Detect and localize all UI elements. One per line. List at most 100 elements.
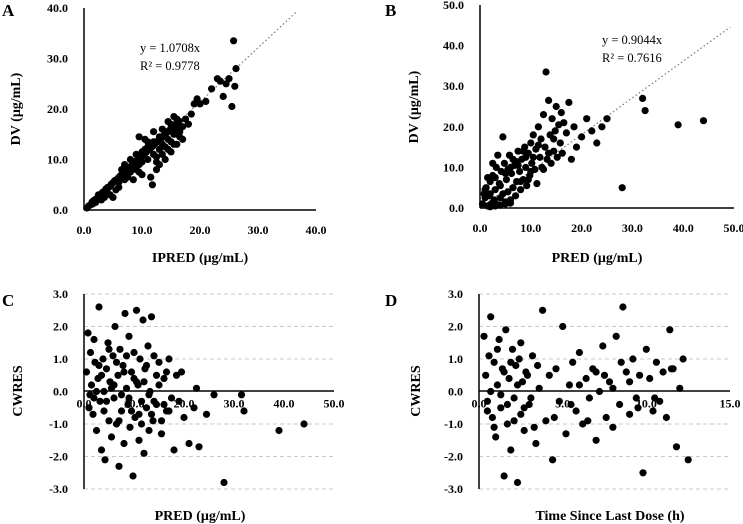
- x-tick-label-c: 30.0: [224, 397, 245, 411]
- data-point: [502, 326, 510, 334]
- data-point: [575, 381, 584, 389]
- data-point: [136, 355, 144, 363]
- x-tick-label-d: 0.0: [472, 397, 487, 411]
- data-point: [603, 115, 611, 123]
- data-point: [632, 394, 640, 402]
- panel-b: B y = 0.9044x R² = 0.7616 PRED (μg/mL) D…: [385, 1, 734, 266]
- data-point: [157, 430, 166, 438]
- data-point: [137, 397, 146, 405]
- y-tick-label-c: -1.0: [49, 417, 68, 431]
- data-point: [496, 182, 504, 190]
- data-point: [132, 150, 140, 158]
- data-point: [565, 98, 573, 106]
- data-point: [550, 135, 558, 143]
- data-point: [672, 443, 681, 451]
- data-point: [522, 153, 530, 161]
- data-point: [135, 436, 143, 444]
- ylabel-c: CWRES: [11, 365, 26, 417]
- data-point: [220, 478, 228, 487]
- data-point: [175, 397, 183, 405]
- data-point: [519, 147, 527, 155]
- data-point: [511, 192, 520, 200]
- x-tick-label-c: 10.0: [124, 397, 145, 411]
- data-point: [523, 371, 532, 379]
- data-point: [208, 85, 216, 93]
- data-point: [138, 158, 146, 166]
- data-point: [102, 365, 111, 373]
- data-point: [161, 128, 169, 136]
- data-point: [140, 449, 148, 457]
- data-point: [520, 426, 528, 435]
- data-point: [173, 123, 181, 131]
- data-point: [107, 433, 116, 441]
- data-point: [150, 128, 158, 136]
- data-point: [598, 123, 606, 131]
- data-point: [527, 394, 535, 402]
- data-point: [570, 123, 578, 131]
- x-tick-label-a: 20.0: [190, 223, 211, 237]
- data-point: [177, 368, 186, 376]
- data-point: [184, 120, 192, 128]
- data-point: [187, 110, 195, 118]
- data-point: [127, 407, 136, 415]
- data-point: [609, 384, 617, 392]
- data-point: [674, 121, 682, 129]
- data-point: [545, 371, 553, 379]
- data-point: [228, 102, 236, 111]
- data-point: [94, 191, 103, 199]
- data-point: [541, 143, 549, 151]
- data-point: [493, 381, 501, 389]
- data-point: [639, 469, 647, 477]
- data-point: [529, 153, 537, 161]
- data-point: [507, 446, 515, 454]
- data-point: [150, 352, 158, 360]
- y-tick-label-c: 3.0: [53, 287, 68, 301]
- data-point: [539, 165, 548, 173]
- data-point: [125, 394, 133, 402]
- data-point: [152, 371, 161, 379]
- data-point: [138, 148, 146, 156]
- data-point: [569, 358, 577, 366]
- data-point: [130, 348, 138, 357]
- data-point: [497, 391, 505, 399]
- y-tick-label-c: 0.0: [53, 385, 68, 399]
- data-point: [230, 37, 238, 45]
- data-point: [480, 332, 488, 340]
- data-point: [89, 200, 97, 208]
- data-point: [592, 368, 600, 376]
- data-point: [500, 472, 508, 480]
- data-point: [190, 404, 198, 412]
- data-point: [150, 138, 158, 146]
- data-point: [493, 345, 501, 353]
- data-point: [494, 151, 502, 159]
- y-tick-label-d: -1.0: [444, 417, 463, 431]
- data-point: [503, 400, 511, 409]
- data-point: [517, 186, 525, 194]
- data-point: [536, 153, 544, 161]
- y-tick-label-d: -3.0: [444, 482, 463, 496]
- data-point: [162, 368, 171, 376]
- data-point: [124, 400, 132, 409]
- data-point: [489, 159, 497, 167]
- data-point: [105, 417, 113, 425]
- data-point: [662, 413, 671, 422]
- data-point: [165, 407, 173, 415]
- data-point: [517, 178, 525, 186]
- data-point: [504, 188, 512, 196]
- data-point: [578, 133, 586, 141]
- y-tick-label-a: 20.0: [47, 102, 68, 116]
- data-point: [155, 133, 163, 141]
- data-point: [116, 345, 124, 353]
- data-point: [99, 355, 107, 363]
- data-point: [115, 183, 123, 191]
- data-point: [142, 361, 151, 370]
- data-point: [127, 368, 136, 376]
- data-point: [111, 322, 119, 331]
- data-point: [104, 339, 112, 347]
- data-point: [120, 368, 128, 376]
- ylabel-d: CWRES: [409, 365, 424, 417]
- data-point: [639, 94, 647, 102]
- data-point: [107, 384, 116, 392]
- data-point: [649, 407, 657, 415]
